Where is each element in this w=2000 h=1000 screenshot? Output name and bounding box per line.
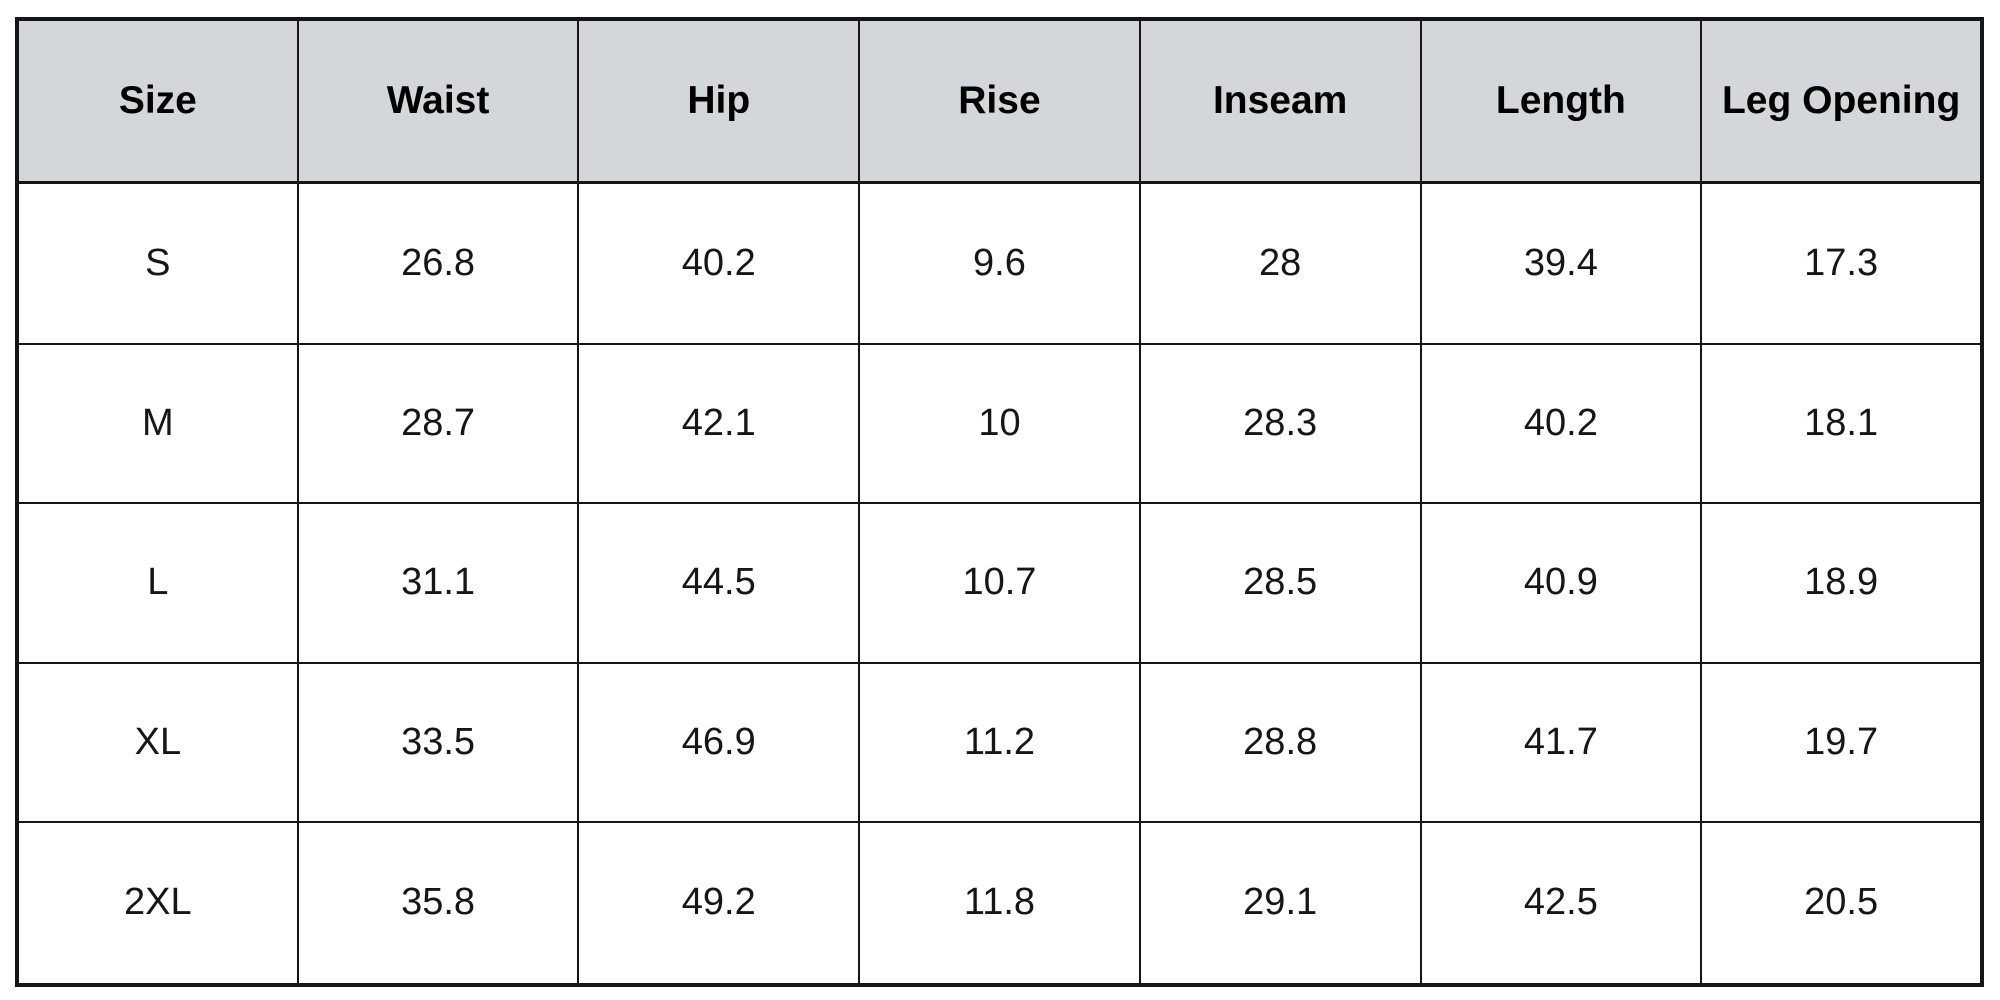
cell-size: S: [16, 181, 299, 345]
header-rise: Rise: [858, 18, 1141, 184]
cell-length: 40.9: [1419, 502, 1703, 664]
cell-waist: 31.1: [296, 502, 580, 664]
cell-length: 40.2: [1419, 342, 1703, 505]
table-row-m: M 28.7 42.1 10 28.3 40.2 18.1: [16, 342, 1983, 505]
cell-size: XL: [16, 661, 299, 823]
cell-inseam: 28.5: [1138, 502, 1422, 664]
cell-inseam: 29.1: [1138, 820, 1422, 987]
table-row-l: L 31.1 44.5 10.7 28.5 40.9 18.9: [16, 502, 1983, 664]
cell-rise: 10: [858, 342, 1141, 505]
table-row-2xl: 2XL 35.8 49.2 11.8 29.1 42.5 20.5: [16, 820, 1983, 987]
cell-size: 2XL: [16, 820, 299, 987]
header-size: Size: [16, 18, 299, 184]
header-waist: Waist: [296, 18, 580, 184]
size-chart: Size Waist Hip Rise Inseam Length Leg Op…: [15, 17, 1984, 987]
cell-rise: 11.2: [858, 661, 1141, 823]
table-row-xl: XL 33.5 46.9 11.2 28.8 41.7 19.7: [16, 661, 1983, 823]
cell-hip: 40.2: [577, 181, 861, 345]
cell-leg-opening: 17.3: [1700, 181, 1983, 345]
cell-leg-opening: 19.7: [1700, 661, 1983, 823]
cell-inseam: 28.3: [1138, 342, 1422, 505]
size-chart-header: Size Waist Hip Rise Inseam Length Leg Op…: [16, 18, 1983, 184]
cell-rise: 10.7: [858, 502, 1141, 664]
cell-hip: 44.5: [577, 502, 861, 664]
cell-hip: 49.2: [577, 820, 861, 987]
header-length: Length: [1419, 18, 1703, 184]
header-hip: Hip: [577, 18, 861, 184]
cell-waist: 33.5: [296, 661, 580, 823]
cell-inseam: 28: [1138, 181, 1422, 345]
header-row: Size Waist Hip Rise Inseam Length Leg Op…: [16, 18, 1983, 184]
cell-leg-opening: 20.5: [1700, 820, 1983, 987]
size-chart-table: Size Waist Hip Rise Inseam Length Leg Op…: [15, 17, 1984, 987]
cell-size: L: [16, 502, 299, 664]
cell-rise: 9.6: [858, 181, 1141, 345]
cell-leg-opening: 18.9: [1700, 502, 1983, 664]
cell-length: 39.4: [1419, 181, 1703, 345]
cell-waist: 35.8: [296, 820, 580, 987]
cell-rise: 11.8: [858, 820, 1141, 987]
cell-inseam: 28.8: [1138, 661, 1422, 823]
header-leg-opening: Leg Opening: [1700, 18, 1983, 184]
cell-hip: 42.1: [577, 342, 861, 505]
size-chart-body: S 26.8 40.2 9.6 28 39.4 17.3 M 28.7 42.1…: [16, 181, 1983, 987]
table-row-s: S 26.8 40.2 9.6 28 39.4 17.3: [16, 181, 1983, 345]
cell-size: M: [16, 342, 299, 505]
cell-leg-opening: 18.1: [1700, 342, 1983, 505]
header-inseam: Inseam: [1138, 18, 1422, 184]
cell-hip: 46.9: [577, 661, 861, 823]
cell-length: 42.5: [1419, 820, 1703, 987]
cell-waist: 28.7: [296, 342, 580, 505]
cell-waist: 26.8: [296, 181, 580, 345]
cell-length: 41.7: [1419, 661, 1703, 823]
